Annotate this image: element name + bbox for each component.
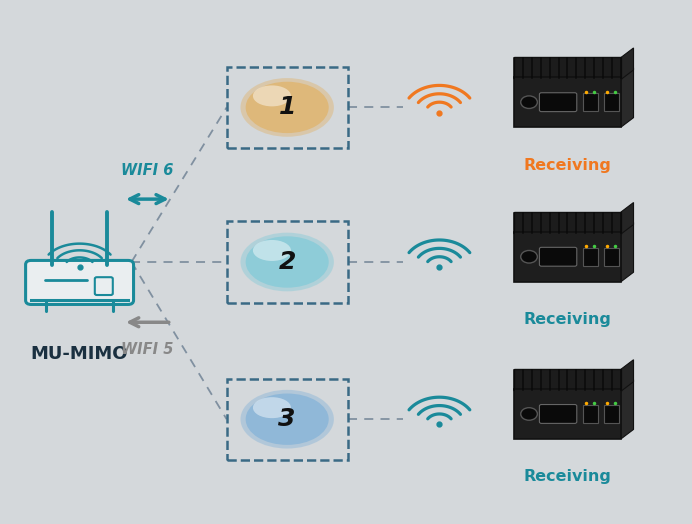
FancyBboxPatch shape — [583, 93, 598, 111]
FancyBboxPatch shape — [26, 260, 134, 304]
Polygon shape — [621, 202, 633, 234]
Text: Receiving: Receiving — [524, 312, 611, 327]
Polygon shape — [621, 222, 633, 282]
Ellipse shape — [241, 233, 334, 291]
FancyBboxPatch shape — [540, 405, 577, 423]
Ellipse shape — [253, 85, 291, 106]
Polygon shape — [621, 68, 633, 127]
Text: MU-MIMO: MU-MIMO — [31, 345, 128, 363]
FancyBboxPatch shape — [540, 93, 577, 112]
Text: WIFI 5: WIFI 5 — [121, 342, 174, 357]
FancyBboxPatch shape — [513, 369, 621, 391]
Circle shape — [520, 250, 537, 263]
FancyBboxPatch shape — [540, 247, 577, 266]
FancyBboxPatch shape — [603, 248, 619, 266]
Ellipse shape — [246, 82, 329, 133]
Ellipse shape — [246, 394, 329, 445]
Polygon shape — [621, 48, 633, 79]
Ellipse shape — [241, 390, 334, 449]
FancyBboxPatch shape — [603, 405, 619, 423]
Text: WIFI 6: WIFI 6 — [121, 163, 174, 178]
Text: 3: 3 — [278, 407, 296, 431]
FancyBboxPatch shape — [513, 212, 621, 234]
Ellipse shape — [253, 240, 291, 261]
FancyBboxPatch shape — [583, 405, 598, 423]
Ellipse shape — [253, 397, 291, 418]
Text: Receiving: Receiving — [524, 470, 611, 484]
FancyBboxPatch shape — [95, 277, 113, 295]
FancyBboxPatch shape — [583, 248, 598, 266]
Text: 1: 1 — [278, 95, 296, 119]
Text: 2: 2 — [278, 250, 296, 274]
Ellipse shape — [246, 236, 329, 288]
FancyBboxPatch shape — [513, 58, 621, 79]
FancyBboxPatch shape — [513, 77, 621, 127]
FancyBboxPatch shape — [603, 93, 619, 111]
Circle shape — [520, 408, 537, 420]
Ellipse shape — [241, 78, 334, 137]
Text: Receiving: Receiving — [524, 158, 611, 172]
Circle shape — [520, 96, 537, 108]
Polygon shape — [621, 379, 633, 439]
Polygon shape — [621, 359, 633, 391]
FancyBboxPatch shape — [513, 232, 621, 282]
FancyBboxPatch shape — [513, 389, 621, 439]
